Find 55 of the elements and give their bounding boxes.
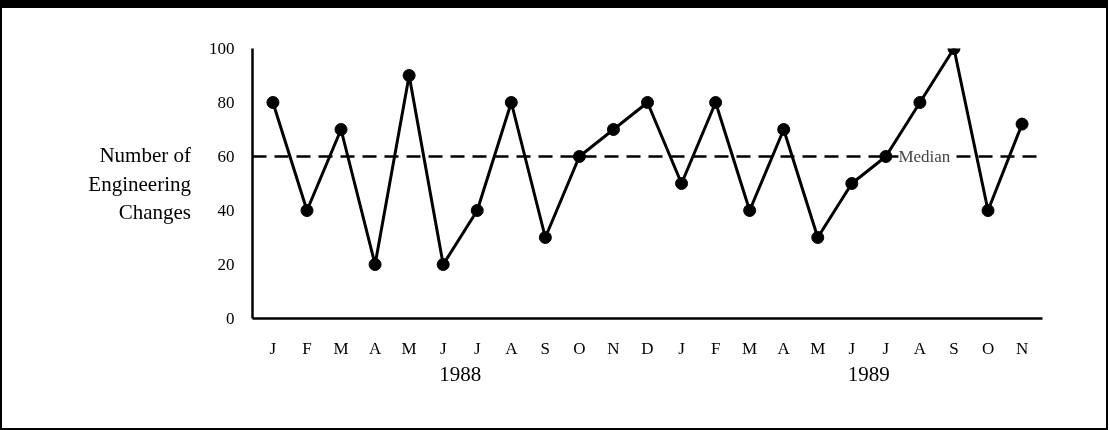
point [709, 96, 723, 109]
point [811, 231, 825, 244]
x-tick-label: N [607, 338, 620, 358]
y-tick-label: 0 [226, 309, 235, 328]
x-tick-label: F [710, 338, 721, 358]
y-tick-label: 100 [209, 39, 235, 58]
point [300, 204, 314, 217]
point [743, 204, 757, 217]
x-tick-label: S [949, 338, 959, 358]
point [504, 96, 518, 109]
point [436, 258, 450, 271]
x-tick-label: A [505, 338, 519, 358]
x-tick-label: M [333, 338, 349, 358]
x-tick-label: J [269, 338, 277, 358]
x-tick-label: M [401, 338, 417, 358]
x-tick-label: J [439, 338, 447, 358]
x-tick-label: N [1015, 338, 1029, 358]
y-axis-title: Number of Engineering Changes [88, 142, 192, 225]
point [266, 96, 280, 109]
x-tick-label: O [573, 338, 586, 358]
point [1015, 117, 1029, 131]
x-tick-label: A [777, 338, 791, 358]
point [334, 123, 348, 136]
y-tick-label: 20 [217, 255, 235, 274]
point [845, 177, 859, 190]
y-tick-label: 80 [217, 93, 235, 112]
x-tick-label: A [368, 338, 382, 358]
point [470, 204, 484, 217]
x-tick-label: J [848, 338, 856, 358]
text: 1988 [439, 361, 482, 386]
point [538, 231, 552, 244]
point [368, 258, 382, 271]
x-tick-label: S [540, 338, 551, 358]
point [675, 177, 689, 190]
x-tick-label: O [981, 338, 995, 358]
ref-line-label: Median [898, 147, 951, 166]
x-tick-label: F [302, 338, 312, 358]
x-tick-label: M [810, 338, 826, 358]
x-tick-label: J [678, 338, 686, 358]
point [981, 204, 995, 217]
point [913, 96, 927, 109]
x-tick-label: D [641, 338, 654, 358]
text: 1989 [847, 361, 890, 386]
point [777, 123, 791, 136]
y-tick-label: 40 [217, 201, 235, 220]
x-tick-label: J [473, 338, 481, 358]
point [641, 96, 654, 109]
x-tick-label: M [742, 338, 758, 358]
x-tick-label: A [913, 338, 927, 358]
point [879, 150, 893, 163]
point [402, 69, 416, 82]
point [606, 123, 620, 136]
x-tick-label: J [882, 338, 890, 358]
point [572, 150, 586, 163]
y-tick-label: 60 [217, 147, 235, 166]
